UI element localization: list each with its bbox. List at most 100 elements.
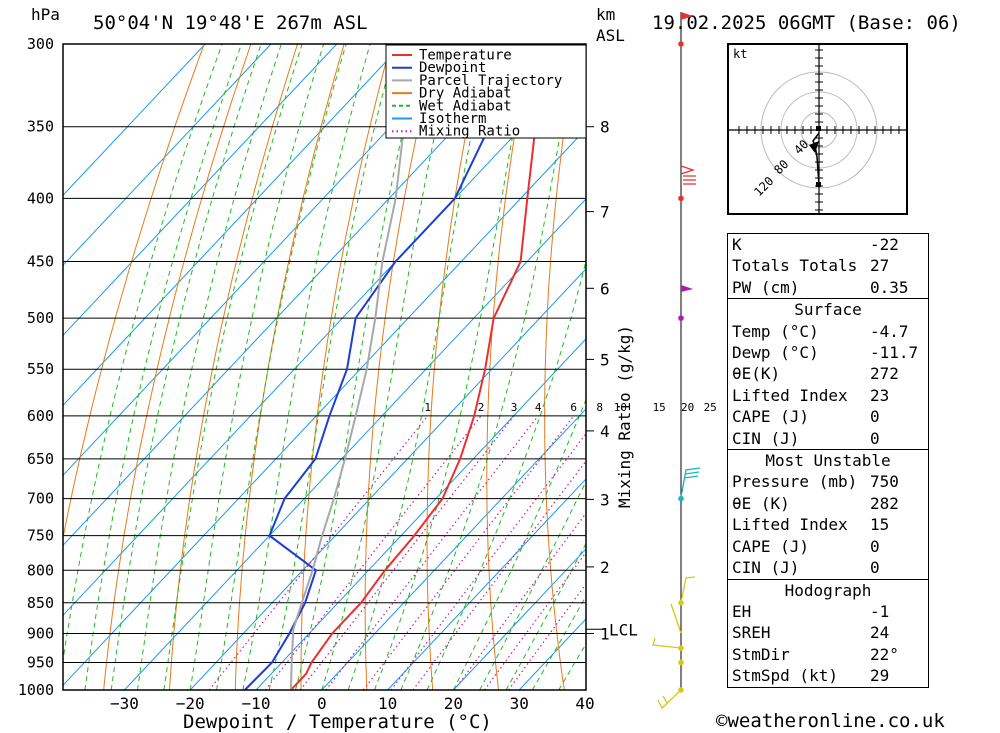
- wind-barb: [657, 689, 682, 710]
- km-tick-label: 1: [600, 624, 610, 643]
- legend-label: Isotherm: [419, 111, 486, 127]
- mixing-ratio-labels: 1 2 3 4 6 8 10 15 20 25: [424, 401, 716, 414]
- wet-adiabat-line: [216, 44, 347, 690]
- isotherm-line: [255, 338, 586, 690]
- mu-theta-row: θE (K) 282: [732, 493, 899, 513]
- asl-axis-title: ASL: [596, 26, 625, 45]
- isotherm-lines: [63, 44, 586, 690]
- isotherm-line: [321, 408, 586, 690]
- pressure-tick-label: 950: [27, 653, 54, 671]
- mixing-ratio-line: [390, 432, 586, 690]
- basic-indices: K -22 Totals Totals 27 PW (cm) 0.35: [728, 234, 928, 298]
- wet-adiabat-line: [479, 480, 586, 690]
- wind-barb: [680, 467, 701, 498]
- pressure-tick-label: 600: [27, 407, 54, 425]
- sounding-profiles: [244, 44, 542, 690]
- mixing-ratio-label: 6: [570, 401, 577, 414]
- most-unstable-title: Most Unstable: [765, 451, 891, 471]
- surface-section: Surface Temp (°C) -4.7 Dewp (°C) -11.7 θE(…: [728, 298, 928, 449]
- wet-adiabat-line: [347, 44, 491, 690]
- mixing-ratio-label: 20: [681, 401, 694, 414]
- pressure-tick-label: 400: [27, 189, 54, 207]
- surface-li-row: Lifted Index 23: [732, 385, 890, 405]
- hodograph-ring-label: 40: [791, 137, 811, 157]
- plot-frame: [62, 43, 587, 691]
- pressure-tick-labels: 300 350 400 450 500 550 600 650 700 750 800 850 900 9…: [18, 35, 54, 699]
- forecast-datetime: 19.02.2025 06GMT (Base: 06): [652, 12, 961, 34]
- surface-title: Surface: [794, 300, 862, 320]
- wet-adiabat-line: [505, 542, 586, 690]
- most-unstable-section: Most Unstable Pressure (mb) 750 θE (K) 282…: [728, 449, 928, 578]
- k-index-row: K -22: [732, 235, 899, 254]
- km-tick-label: 6: [600, 279, 610, 298]
- hodograph-panel: 40 80 120 kt: [727, 43, 908, 215]
- credit-link[interactable]: ©weatheronline.co.uk: [716, 710, 945, 732]
- isotherm-line: [387, 478, 586, 690]
- isotherm-line: [453, 548, 586, 690]
- isotherm-line: [63, 44, 535, 547]
- wind-barb: [652, 637, 682, 649]
- mixing-ratio-label: 8: [596, 401, 603, 414]
- isotherm-line: [63, 58, 586, 617]
- storm-motion-arrow: [809, 141, 819, 153]
- wet-adiabat-line: [63, 44, 223, 664]
- isotherm-line: [63, 128, 586, 687]
- wind-level-marker: [678, 315, 684, 321]
- parcel-trajectory-profile: [289, 44, 417, 690]
- mu-cin-row: CIN (J) 0: [732, 558, 880, 578]
- km-tick-label: 3: [600, 490, 610, 509]
- stmspd-row: StmSpd (kt) 29: [732, 666, 890, 686]
- pressure-tick-label: 300: [27, 35, 54, 53]
- hodograph-trace: [812, 132, 820, 186]
- wind-level-marker: [678, 659, 684, 666]
- pressure-tick-label: 350: [27, 118, 54, 136]
- wind-barb: [680, 165, 696, 185]
- totals-totals-row: Totals Totals 27: [732, 256, 890, 276]
- legend-label: Mixing Ratio: [419, 124, 520, 140]
- km-tick-label: 7: [600, 203, 610, 222]
- wet-adiabat-line: [426, 259, 586, 690]
- hpa-axis-title: hPa: [31, 5, 60, 24]
- mixing-ratio-label: 15: [653, 401, 666, 414]
- km-tick-label: 5: [600, 350, 610, 369]
- mixing-ratio-label: 1: [424, 401, 431, 414]
- wet-adiabat-line: [163, 44, 303, 690]
- pw-row: PW (cm) 0.35: [732, 277, 909, 297]
- surface-cin-row: CIN (J) 0: [732, 428, 880, 448]
- mixing-ratio-label: 3: [511, 401, 518, 414]
- isobar-lines: [63, 44, 586, 690]
- dry-adiabat-line: [426, 44, 485, 690]
- dry-adiabat-line: [544, 44, 578, 690]
- legend-label: Wet Adiabat: [419, 98, 512, 114]
- pressure-tick-label: 800: [27, 561, 54, 579]
- pressure-tick-label: 1000: [18, 681, 54, 699]
- mu-pressure-row: Pressure (mb) 750: [732, 472, 899, 492]
- temperature-tick-label: −30: [110, 694, 139, 713]
- eh-row: EH -1: [732, 601, 890, 621]
- pressure-tick-label: 900: [27, 624, 54, 642]
- dry-adiabat-line: [950, 44, 1000, 690]
- dry-adiabat-line: [169, 44, 298, 690]
- hodograph-unit-label: kt: [733, 47, 747, 61]
- mixing-ratio-label: 10: [614, 401, 627, 414]
- wind-barb: [680, 576, 696, 603]
- hodograph-section: Hodograph EH -1 SREH 24 StmDir 22° StmSpd (…: [728, 578, 928, 687]
- dry-adiabat-line: [655, 44, 696, 690]
- mixing-ratio-line: [264, 415, 482, 690]
- wet-adiabat-line: [137, 44, 282, 690]
- sreh-row: SREH 24: [732, 623, 890, 643]
- pressure-tick-label: 750: [27, 527, 54, 545]
- surface-cape-row: CAPE (J) 0: [732, 407, 880, 427]
- station-location: 50°04'N 19°48'E 267m ASL: [93, 12, 368, 34]
- wet-adiabat-line: [452, 398, 586, 690]
- isotherm-line: [124, 198, 586, 690]
- pressure-tick-label: 850: [27, 594, 54, 612]
- wet-adiabat-line: [110, 44, 262, 690]
- temperature-tick-label: −20: [176, 694, 205, 713]
- wet-adiabat-line: [321, 44, 456, 690]
- wind-profile: [652, 12, 701, 710]
- wet-adiabat-line: [84, 44, 242, 690]
- wet-adiabat-line: [295, 44, 425, 690]
